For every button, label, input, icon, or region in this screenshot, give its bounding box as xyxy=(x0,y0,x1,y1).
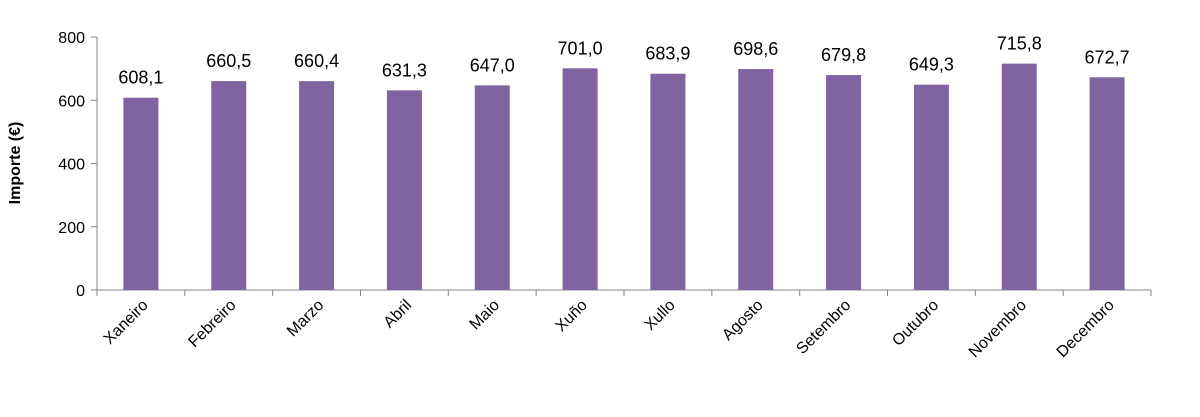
x-tick-label: Marzo xyxy=(284,297,328,341)
x-tick-label: Xullo xyxy=(642,297,679,334)
bar xyxy=(1001,63,1037,290)
y-axis: 0 200 400 600 800 xyxy=(58,30,98,300)
y-tick-label: 0 xyxy=(76,283,85,300)
data-labels: 608,1 660,5 660,4 631,3 647,0 701,0 683,9 698,6… xyxy=(118,34,1129,88)
x-tick-label: Outubro xyxy=(889,297,942,350)
x-tick-label: Setembro xyxy=(793,297,854,358)
data-label: 660,5 xyxy=(206,51,251,71)
x-tick-label: Febreiro xyxy=(185,297,239,351)
y-tick-label: 200 xyxy=(58,220,85,237)
x-tick-label: Agosto xyxy=(719,297,766,344)
x-tick-label: Novembro xyxy=(966,297,1030,361)
x-tick-label: Xaneiro xyxy=(101,297,152,348)
bar xyxy=(650,73,686,291)
y-tick-label: 600 xyxy=(58,93,85,110)
bar xyxy=(299,81,335,290)
bar xyxy=(913,84,949,290)
x-tick-label: Decembro xyxy=(1054,297,1118,361)
data-label: 672,7 xyxy=(1085,47,1130,67)
bar xyxy=(123,97,159,290)
bar xyxy=(562,68,598,290)
data-label: 683,9 xyxy=(645,44,690,64)
x-tick-label: Abril xyxy=(381,297,416,332)
data-label: 647,0 xyxy=(470,55,515,75)
bar xyxy=(826,75,862,291)
y-tick-label: 400 xyxy=(58,157,85,174)
x-tick-label: Xuño xyxy=(552,297,591,336)
y-axis-title: Importe (€) xyxy=(7,122,24,205)
bars xyxy=(123,63,1125,291)
x-axis: Xaneiro Febreiro Marzo Abril Maio Xuño Xullo Ag… xyxy=(96,289,1152,361)
x-tick-label: Maio xyxy=(467,297,504,334)
bar xyxy=(738,69,774,290)
data-label: 715,8 xyxy=(997,34,1042,54)
bar xyxy=(386,90,422,290)
y-tick-label: 800 xyxy=(58,30,85,47)
bar xyxy=(211,81,247,290)
data-label: 649,3 xyxy=(909,55,954,75)
data-label: 701,0 xyxy=(558,38,603,58)
data-label: 631,3 xyxy=(382,60,427,80)
bar xyxy=(474,85,510,290)
data-label: 679,8 xyxy=(821,45,866,65)
bar xyxy=(1089,77,1125,290)
data-label: 660,4 xyxy=(294,51,339,71)
data-label: 608,1 xyxy=(118,68,163,88)
data-label: 698,6 xyxy=(733,39,778,59)
